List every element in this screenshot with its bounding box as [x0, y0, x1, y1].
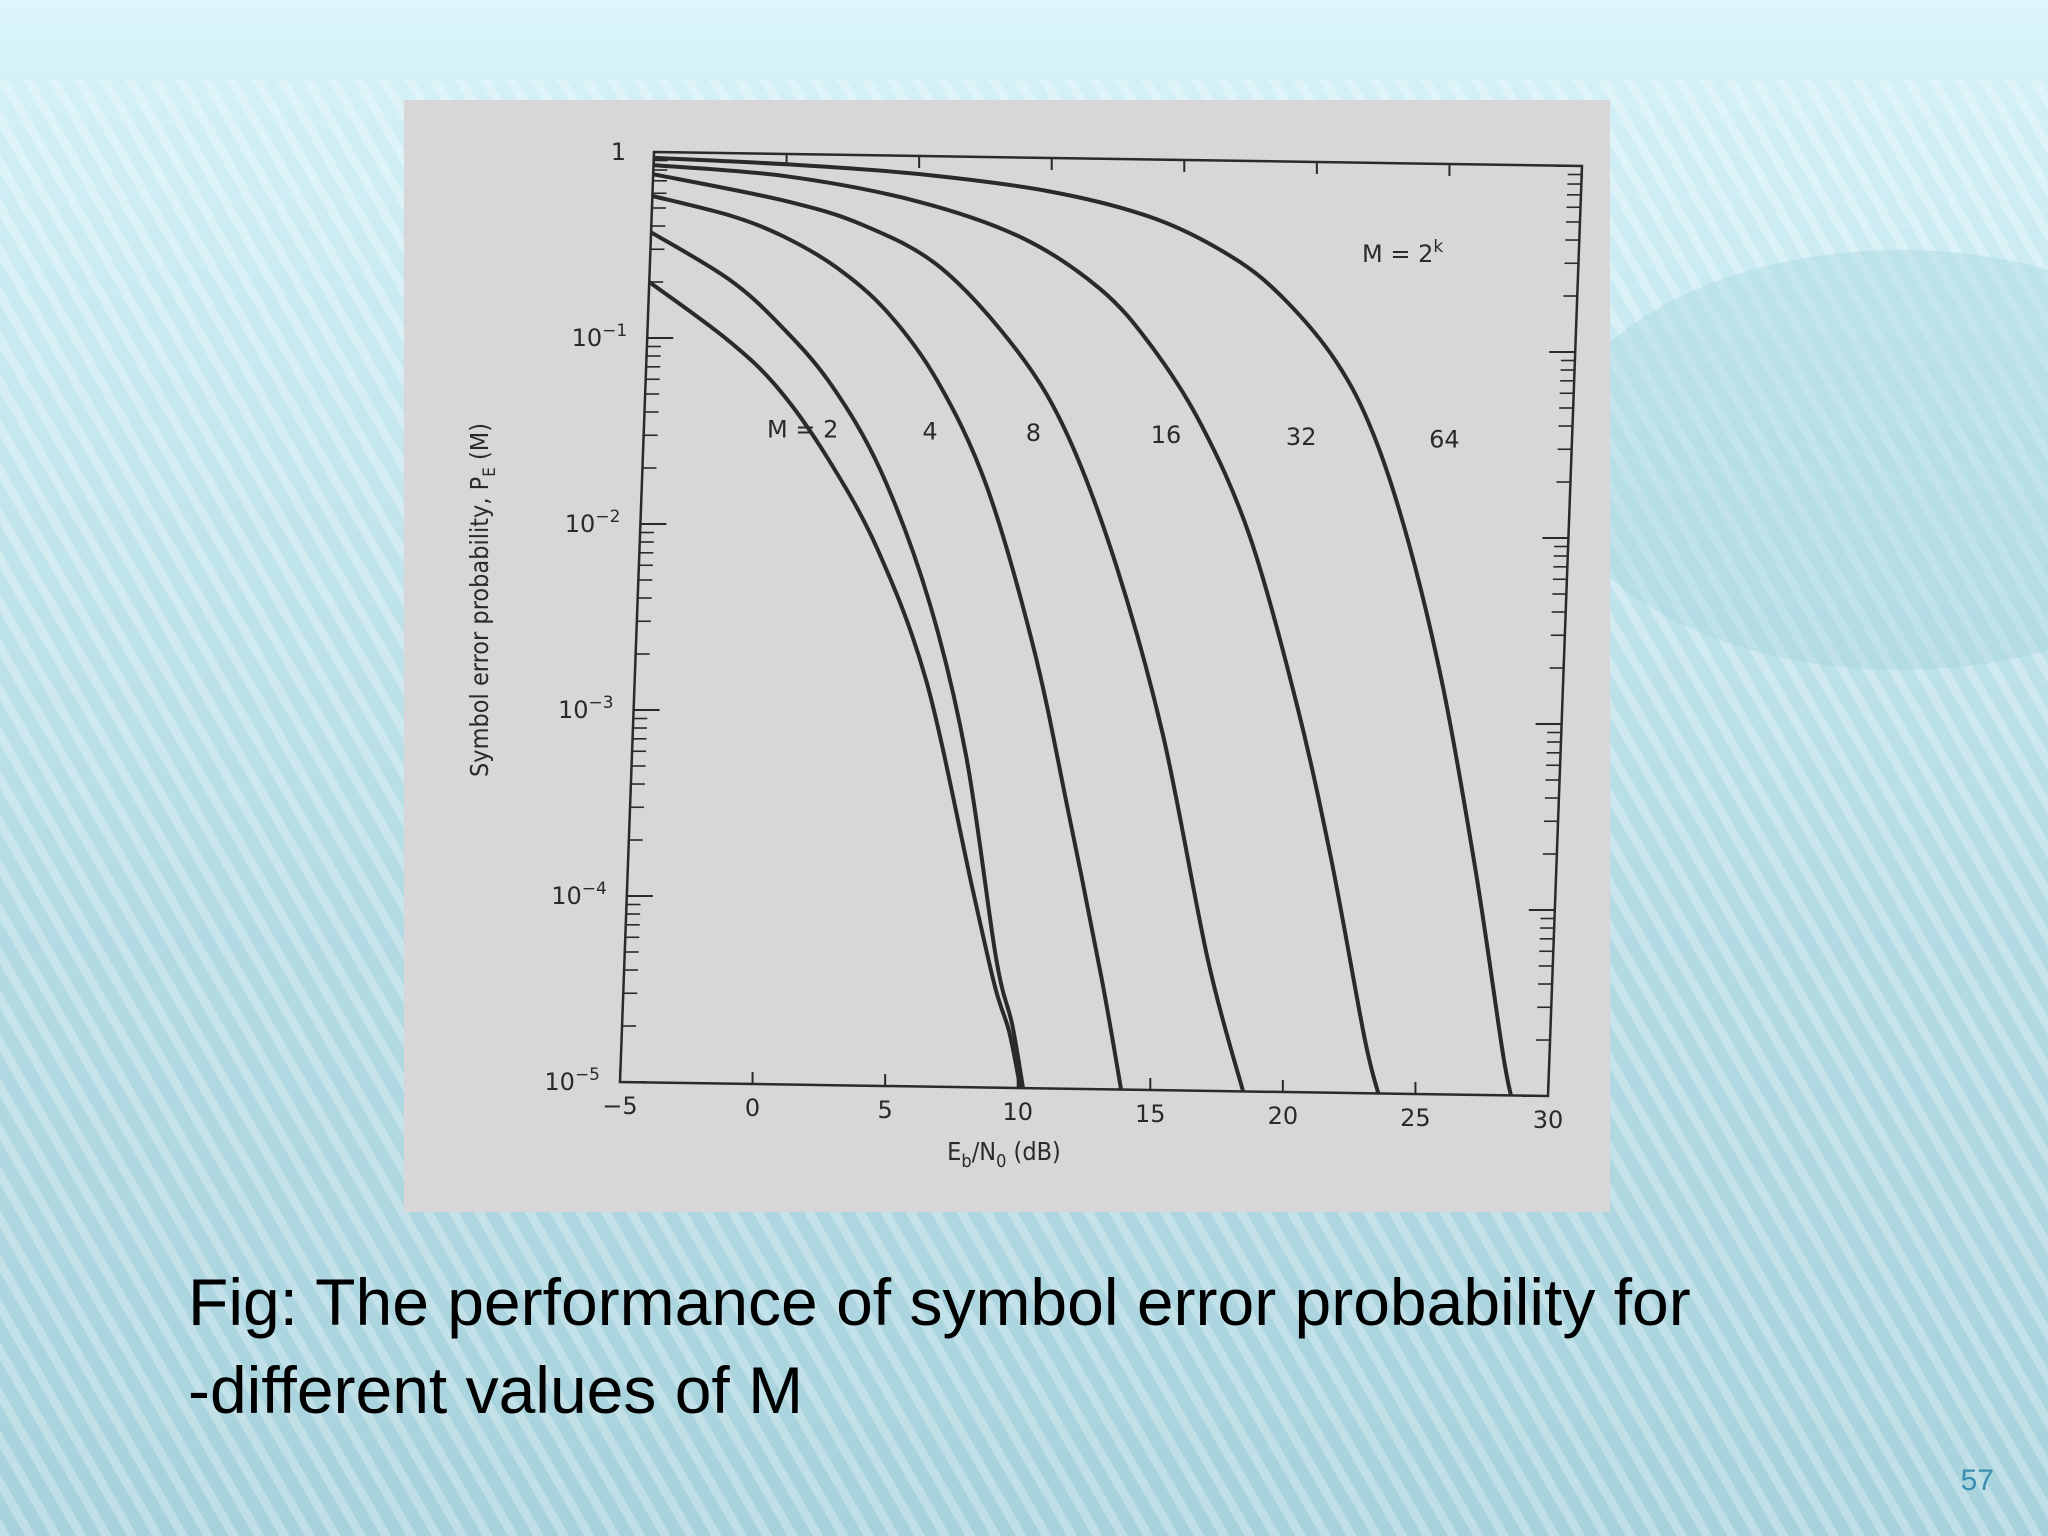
x-tick-label: 20: [1268, 1102, 1299, 1130]
page-number: 57: [1960, 1464, 1994, 1497]
curve-m-1: [648, 280, 1023, 1089]
curve-label: 8: [1026, 419, 1041, 447]
x-axis-title-slash: /N: [972, 1137, 996, 1166]
x-tick-label: 30: [1533, 1106, 1564, 1134]
x-axis-title-unit: (dB): [1006, 1137, 1060, 1166]
y-tick-label-base: 10: [544, 1068, 575, 1096]
m-annotation-exponent: k: [1433, 237, 1443, 257]
y-tick-label: 10−3: [558, 693, 614, 724]
x-tick-label: 0: [745, 1094, 760, 1122]
y-tick-label: 10−2: [565, 507, 621, 538]
y-tick-label: 10−5: [544, 1065, 600, 1096]
axis-ticks: [619, 151, 1583, 1097]
y-tick-label-exponent: −1: [602, 321, 627, 341]
y-tick-label-base: 1: [611, 138, 626, 166]
x-tick-label: −5: [602, 1092, 637, 1120]
y-tick-label-exponent: −4: [582, 879, 607, 899]
curve-label: 64: [1429, 425, 1460, 453]
y-tick-label-exponent: −3: [589, 693, 614, 713]
x-axis-title-e: E: [947, 1137, 961, 1166]
curve-label: 4: [922, 418, 937, 446]
plot-frame: [618, 150, 1584, 1098]
figure-caption: Fig: The performance of symbol error pro…: [188, 1258, 1888, 1434]
x-tick-label: 10: [1002, 1098, 1033, 1126]
x-tick-label: 25: [1400, 1104, 1431, 1132]
curve-m-4: [652, 172, 1246, 1092]
caption-line-1: Fig: The performance of symbol error pro…: [188, 1265, 1691, 1339]
curve-m-5: [653, 163, 1381, 1094]
curve-m-3: [651, 194, 1124, 1090]
caption-line-2: -different values of M: [188, 1353, 804, 1427]
y-tick-label-exponent: −2: [595, 507, 620, 527]
curve-m-2: [650, 230, 1025, 1089]
x-axis-title: Eb/N0 (dB): [947, 1137, 1061, 1172]
m-annotation-base: M = 2: [1362, 240, 1433, 268]
y-tick-label-base: 10: [551, 882, 582, 910]
y-tick-label: 1: [611, 138, 626, 166]
y-axis-title: Symbol error probability, PE (M): [465, 423, 500, 777]
x-tick-label: 15: [1135, 1100, 1166, 1128]
y-tick-label-base: 10: [572, 324, 603, 352]
m-equals-2k-annotation: M = 2k: [1362, 237, 1443, 268]
curve-label: 16: [1151, 421, 1182, 449]
plot-frame-border: [618, 150, 1584, 1098]
y-tick-label-exponent: −5: [575, 1065, 600, 1085]
curve-m-6: [653, 155, 1513, 1096]
curve-label: M = 2: [767, 416, 838, 444]
y-tick-label: 10−4: [551, 879, 607, 910]
x-axis-title-sub-b: b: [961, 1151, 971, 1172]
y-axis-title-main: Symbol error probability, P: [465, 477, 494, 777]
data-curves: [648, 155, 1513, 1096]
x-axis-title-sub-0: 0: [996, 1151, 1006, 1172]
x-tick-label: 5: [878, 1096, 893, 1124]
curve-label: 32: [1286, 423, 1317, 451]
y-tick-label-base: 10: [565, 510, 596, 538]
y-axis-title-suffix: (M): [465, 423, 494, 467]
chart-figure: −5 0 5 10 15 20 25 30 1 10−1 10−2 10−3 10−4 10−5 M = 2…: [404, 100, 1610, 1212]
y-tick-label: 10−1: [572, 321, 628, 352]
y-axis-title-subscript: E: [480, 467, 500, 477]
y-tick-label-base: 10: [558, 696, 589, 724]
